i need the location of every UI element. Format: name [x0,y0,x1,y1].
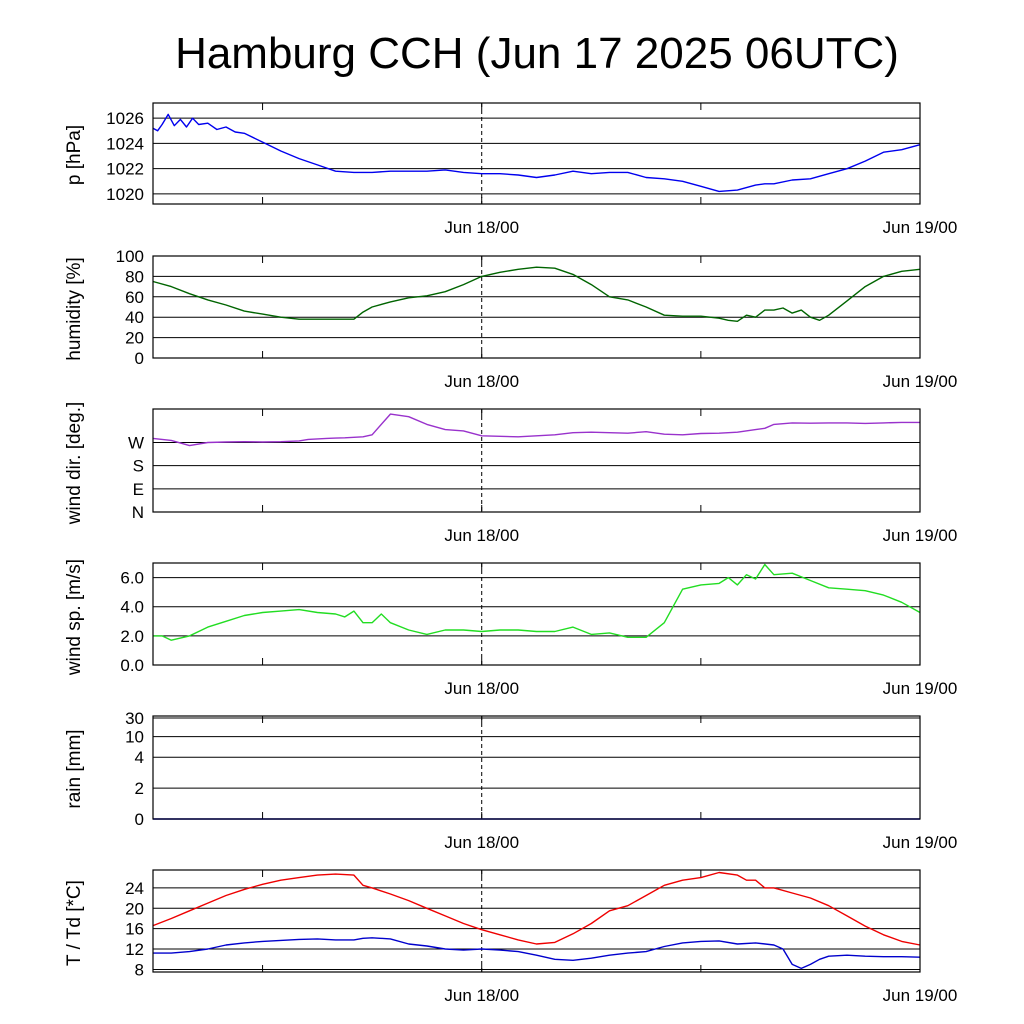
xtick-label-temperature-1: Jun 19/00 [883,986,958,1005]
ytick-label-wind_direction-0: N [132,503,144,522]
y-axis-label-wind_speed: wind sp. [m/s] [64,559,85,676]
ytick-label-humidity-4: 80 [125,267,144,286]
xtick-label-wind_speed-0: Jun 18/00 [444,679,519,698]
ytick-label-pressure-1: 1022 [106,160,144,179]
y-axis-label-humidity: humidity [%] [64,257,85,360]
ytick-label-wind_direction-2: S [133,457,144,476]
ytick-label-wind_speed-1: 2.0 [120,627,144,646]
ytick-label-rain-2: 4 [135,748,144,767]
y-axis-label-wind_direction: wind dir. [deg.] [64,402,85,526]
y-axis-label-rain: rain [mm] [64,729,85,808]
xtick-label-wind_speed-1: Jun 19/00 [883,679,958,698]
ytick-label-temperature-1: 12 [125,940,144,959]
xtick-label-humidity-0: Jun 18/00 [444,372,519,391]
ytick-label-rain-0: 0 [135,810,144,829]
xtick-label-wind_direction-0: Jun 18/00 [444,526,519,545]
ytick-label-temperature-2: 16 [125,920,144,939]
xtick-label-humidity-1: Jun 19/00 [883,372,958,391]
ytick-label-wind_direction-1: E [133,480,144,499]
xtick-label-rain-1: Jun 19/00 [883,833,958,852]
ytick-label-pressure-3: 1026 [106,109,144,128]
ytick-label-humidity-1: 20 [125,329,144,348]
ytick-label-humidity-5: 100 [116,247,144,266]
ytick-label-wind_direction-3: W [128,433,144,452]
chart-title: Hamburg CCH (Jun 17 2025 06UTC) [175,29,899,78]
y-axis-label-temperature: T / Td [*C] [64,880,85,966]
series-line-pressure-0 [152,113,921,193]
ytick-label-humidity-0: 0 [135,349,144,368]
ytick-label-humidity-3: 60 [125,288,144,307]
xtick-label-pressure-1: Jun 19/00 [883,218,958,237]
ytick-label-humidity-2: 40 [125,308,144,327]
panel-frame-temperature [152,869,921,973]
ytick-label-temperature-3: 20 [125,899,144,918]
ytick-label-rain-3: 10 [125,728,144,747]
panel-frame-humidity [152,255,921,359]
panel-frame-pressure [152,102,921,205]
series-line-wind_direction-0 [152,413,920,447]
ytick-label-wind_speed-2: 4.0 [120,598,144,617]
series-line-wind_speed-0 [153,563,921,641]
ytick-label-temperature-4: 24 [125,879,144,898]
xtick-label-wind_direction-1: Jun 19/00 [883,526,958,545]
ytick-label-rain-1: 2 [135,779,144,798]
ytick-label-wind_speed-3: 6.0 [120,569,144,588]
ytick-label-temperature-0: 8 [135,960,144,979]
y-axis-label-pressure: p [hPa] [64,125,85,185]
ytick-label-wind_speed-0: 0.0 [120,656,144,675]
panel-wind_speed: 0.0 2.0 4.0 6.0 wind sp. [m/s] Jun 18/00 Jun 1… [64,559,957,698]
xtick-label-temperature-0: Jun 18/00 [444,986,519,1005]
ytick-label-rain-4: 30 [125,709,144,728]
xtick-label-rain-0: Jun 18/00 [444,833,519,852]
xtick-label-pressure-0: Jun 18/00 [444,218,519,237]
panel-frame-wind_direction [152,408,921,513]
ytick-label-pressure-2: 1024 [106,134,144,153]
panel-frame-rain [152,715,921,820]
series-line-temperature-0 [152,871,921,946]
panel-pressure: 1020 1022 1024 1026 p [hPa] Jun 18/00 Jun 19/0… [64,102,958,237]
series-line-humidity-0 [152,266,921,322]
ytick-label-pressure-0: 1020 [106,185,144,204]
panel-frame-wind_speed [152,562,921,666]
series-line-temperature-1 [153,937,921,970]
